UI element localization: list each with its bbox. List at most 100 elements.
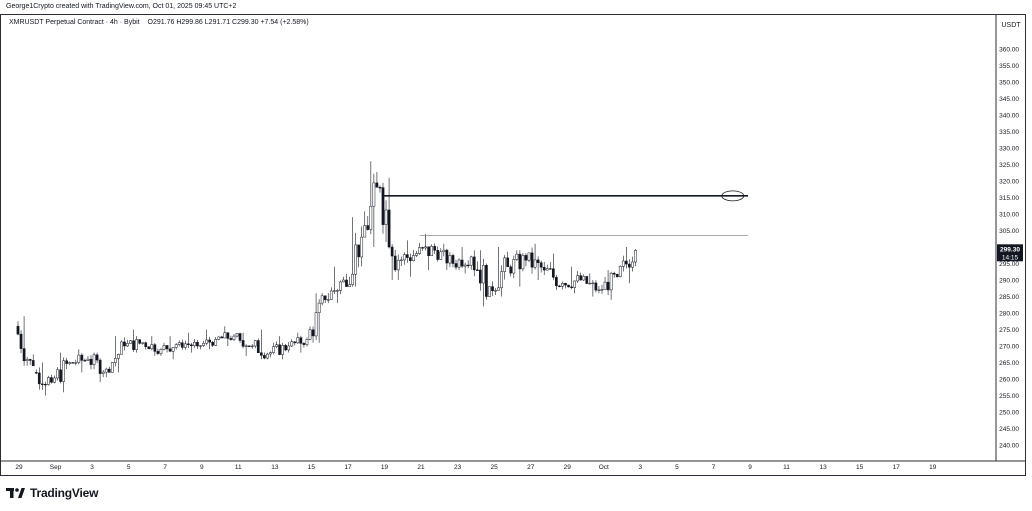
currency-label: USDT [1001,22,1021,29]
candle-body [95,354,99,361]
price-tick-label: 255.00 [999,393,1019,400]
candle-body [217,336,221,340]
candle-body [229,338,233,340]
candles-layer [16,161,637,396]
candle-body [497,287,500,291]
candle-body [53,377,56,383]
candle-body [223,332,227,339]
price-tick-label: 335.00 [999,129,1019,136]
candle-body [491,286,494,291]
candle-body [424,246,427,249]
candle-body [16,325,20,335]
candle-body [65,360,69,364]
candle-body [311,329,315,337]
candle-body [454,263,458,268]
candle-body [460,259,464,267]
candle-body [393,255,397,271]
candle-body [357,244,361,258]
price-tick-label: 265.00 [999,360,1019,367]
candle-body [123,341,126,347]
candle-body [220,336,224,339]
price-axis: USDT 360.00 355.00 350.00 345.00 340.00 335.00… [995,15,1023,461]
time-tick-label: 7 [163,464,167,471]
candle-body [153,344,157,352]
candle-body [202,342,205,346]
candle-body [104,368,108,373]
time-tick-label: 13 [819,464,827,471]
price-tick-label: 305.00 [999,228,1019,235]
candle-body [515,253,519,260]
candle-body [132,340,135,350]
candle-body [323,295,327,301]
time-tick-label: 11 [783,464,790,471]
candle-body [37,372,41,385]
candle-body [241,340,245,347]
candle-body [451,255,455,264]
price-tick-label: 260.00 [999,377,1019,384]
symbol-label[interactable]: XMRUSDT Perpetual Contract · 4h · Bybit [9,19,140,26]
candle-body [618,266,622,277]
price-tick-label: 330.00 [999,146,1019,153]
candle-body [558,285,561,287]
change-value: +7.54 (+2.58%) [260,19,309,26]
candle-body [421,247,424,249]
open-value: O291.76 [147,19,175,26]
time-tick-label: 17 [344,464,352,471]
candle-body [235,333,239,337]
candle-body [354,244,357,275]
chart-attribution: George1Crypto created with TradingView.c… [6,3,237,10]
time-tick-label: 27 [527,464,535,471]
candle-body [351,273,354,285]
candle-body [117,354,120,359]
candle-body [628,263,631,268]
candle-body [348,284,351,287]
candle-body [34,372,38,374]
candle-body [415,253,418,256]
candle-body [296,337,300,344]
candle-body [409,257,412,261]
price-tick-label: 250.00 [999,410,1019,417]
candle-body [594,282,598,291]
candle-body [597,289,601,291]
candle-body [448,255,452,264]
bar-countdown: 14:15 [1002,254,1019,261]
candle-body [530,252,534,268]
candle-body [19,333,23,349]
price-tick-label: 240.00 [999,443,1019,450]
time-tick-label: 5 [675,464,679,471]
high-value: H299.86 [176,19,203,26]
time-tick-label: 19 [381,464,389,471]
candle-body [305,339,309,345]
candle-body [278,344,281,355]
candle-body [469,256,473,266]
candle-body [536,259,540,263]
time-tick-label: 29 [564,464,572,471]
candle-body [150,344,154,350]
candle-body [369,205,373,230]
candle-body [314,312,318,337]
price-tick-label: 340.00 [999,113,1019,120]
candle-body [345,279,348,287]
candle-body [612,272,616,275]
tradingview-logo-icon [6,488,25,498]
time-tick-label: 9 [200,464,204,471]
candle-body [402,254,406,261]
candle-body [238,333,242,341]
candle-body [129,340,132,344]
candle-body [226,332,230,339]
candle-body [144,342,148,347]
candle-body [509,266,513,274]
candle-body [165,345,169,350]
price-tick-label: 320.00 [999,179,1019,186]
candle-body [31,360,35,367]
candle-body [405,254,409,258]
candle-body [141,342,145,344]
time-tick-label: Sep [50,464,62,471]
candle-body [570,286,573,288]
candle-body [506,257,510,268]
candle-body [366,225,370,230]
candle-body [211,341,215,346]
candle-body [457,259,461,268]
candle-body [135,339,138,350]
